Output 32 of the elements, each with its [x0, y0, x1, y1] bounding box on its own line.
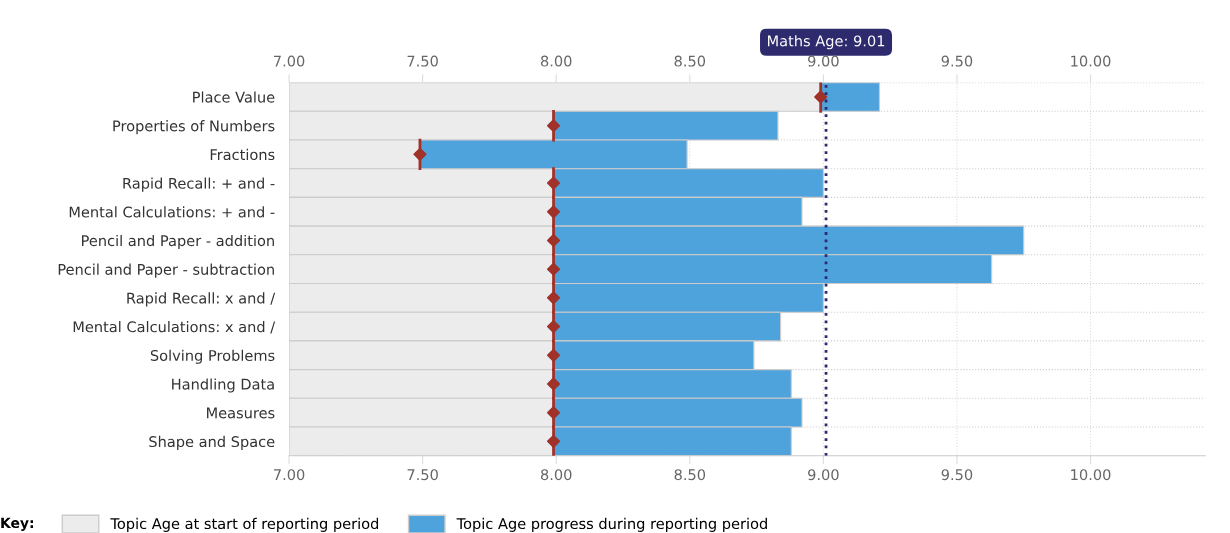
x2-tick-label: 10.00: [1071, 55, 1111, 67]
y-tick-label: Pencil and Paper - addition: [82, 234, 274, 250]
y-tick-label: Solving Problems: [150, 349, 275, 364]
y-tick-label: Properties of Numbers: [113, 120, 275, 135]
bar: [820, 82, 881, 112]
y-tick-label: Mental Calculations: + and -: [69, 206, 275, 218]
y-tick-label: Mental Calculations: x and /: [73, 321, 276, 334]
x2-tick-label: 8.50: [674, 55, 706, 67]
x2-tick-label: 8.00: [540, 55, 572, 67]
legend-label: Topic Age progress during reporting period: [456, 517, 767, 532]
x2-tick-label: 9.50: [941, 55, 973, 67]
x2-tick-label: 9.00: [808, 55, 839, 67]
x-tick-label: 7.00: [274, 469, 305, 481]
x-tick-label: 8.00: [540, 469, 572, 481]
ref-line-label: Maths Age: 9.01: [768, 35, 885, 50]
y-tick-label: Rapid Recall: x and /: [127, 292, 276, 307]
y-tick-label: Pencil and Paper - subtraction: [58, 263, 274, 278]
y-tick-label: Shape and Space: [149, 435, 275, 450]
y-tick-label: Rapid Recall: + and -: [123, 177, 275, 192]
x-tick-label: 10.00: [1071, 469, 1111, 481]
y-tick-label: Handling Data: [172, 378, 274, 393]
legend-title: Key:: [1, 517, 33, 531]
y-tick-label: Place Value: [193, 91, 275, 103]
x-tick-label: 8.50: [674, 469, 706, 481]
x2-tick-label: 7.00: [274, 55, 305, 67]
x2-tick-label: 7.50: [407, 55, 438, 67]
x-tick-label: 9.50: [941, 469, 973, 481]
x-tick-label: 9.00: [808, 469, 839, 481]
y-tick-label: Fractions: [210, 148, 275, 161]
y-tick-label: Measures: [207, 407, 275, 419]
legend-label: Topic Age at start of reporting period: [110, 517, 379, 532]
x-tick-label: 7.50: [407, 469, 438, 481]
